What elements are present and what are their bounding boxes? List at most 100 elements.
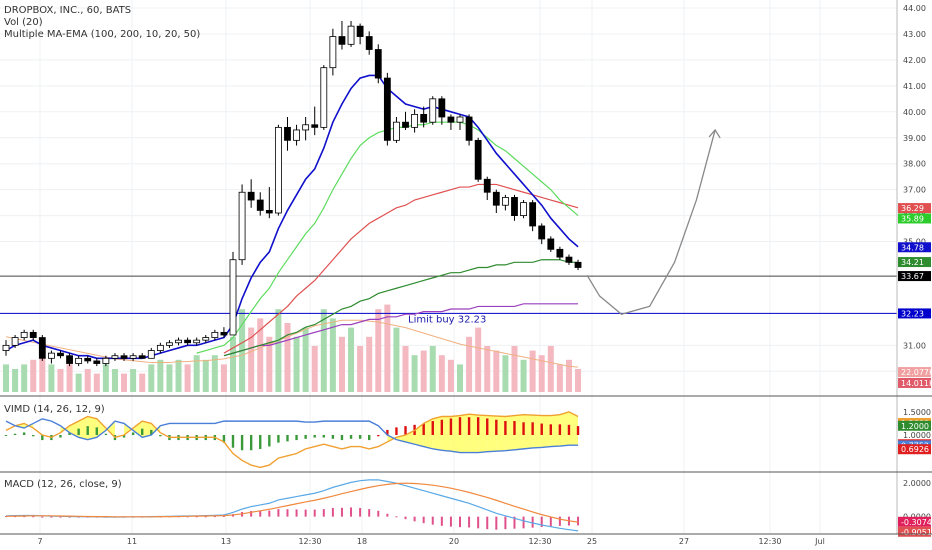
candle-up — [166, 342, 173, 346]
macd-hist-bar — [32, 516, 35, 518]
candle-up — [20, 331, 28, 338]
volume-bar — [438, 355, 445, 392]
symbol-legend: DROPBOX, INC., 60, BATS — [4, 5, 132, 16]
ma-purple-line — [223, 303, 579, 357]
candle-down — [447, 116, 455, 123]
vimd-fill — [124, 423, 134, 435]
vimd-hist-bar — [486, 418, 489, 435]
volume-bar — [547, 346, 554, 392]
volume-bar — [329, 318, 336, 392]
macd-hist-bar — [513, 516, 516, 529]
vimd-hist-bar — [567, 424, 571, 435]
hline-layer — [0, 275, 897, 314]
volume-bar — [93, 373, 100, 392]
macd-hist-bar — [377, 510, 380, 517]
vimd-fill — [78, 416, 88, 440]
candle-up — [411, 113, 419, 128]
vimd-hist-bar — [41, 435, 44, 441]
vimd-hist-bar — [513, 421, 516, 435]
volume-bar — [21, 364, 28, 392]
vimd-fill — [568, 411, 579, 446]
vimd-fill — [441, 416, 451, 452]
vimd-hist-bar — [576, 426, 580, 435]
vimd-hist-bar — [22, 432, 26, 435]
ma-red-line — [223, 183, 579, 354]
macd-badge — [898, 516, 931, 527]
vimd-hist-bar — [131, 432, 135, 435]
price-badge-label: 35.89 — [901, 214, 924, 223]
volume-bar — [257, 318, 264, 392]
vimd-fill — [423, 418, 433, 449]
volume-bar — [248, 327, 255, 392]
vimd-hist-bar — [386, 429, 389, 435]
vimd-fill — [396, 435, 406, 442]
macd-hist-bar — [540, 516, 543, 528]
macd-hist-bar — [468, 516, 471, 528]
macd-hist-bar — [522, 516, 525, 529]
vimd-hist-bar — [231, 435, 235, 448]
macd-hist-bar — [268, 510, 271, 517]
x-tick-label: Jul — [814, 537, 825, 546]
macd-hist-bar — [531, 516, 534, 528]
macd-hist-bar — [504, 516, 507, 530]
volume-bar — [466, 336, 473, 392]
vimd-hist-bar — [476, 417, 480, 435]
price-tick-label: 43.00 — [903, 30, 926, 39]
macd-hist-bar — [68, 516, 71, 518]
vimd-blue-line — [5, 418, 579, 454]
volume-bar — [357, 346, 364, 392]
vimd-fill — [496, 416, 506, 452]
candle-up — [11, 337, 19, 346]
vimd-hist-bar — [68, 432, 71, 435]
price-tick-label: 31.00 — [903, 341, 926, 350]
volume-bar — [39, 355, 46, 392]
vimd-hist-bar — [32, 435, 35, 437]
vimd-hist-bar — [467, 417, 471, 435]
candle-down — [38, 337, 46, 359]
candle-down — [265, 210, 273, 214]
candle-down — [529, 202, 537, 227]
candle-down — [93, 360, 101, 364]
vimd-hist-bar — [449, 418, 453, 435]
volume-bar — [111, 369, 118, 392]
candle-up — [129, 355, 137, 359]
volume-bar — [520, 359, 527, 392]
volume-bar — [493, 350, 500, 392]
volume-bar — [475, 327, 482, 392]
volume-bar — [320, 309, 327, 392]
macd-hist-bar — [350, 507, 353, 517]
vimd-badge — [898, 444, 931, 455]
vimd-hist-bar — [431, 421, 434, 435]
candle-up — [111, 355, 119, 359]
macd-badge — [898, 526, 931, 537]
candle-down — [565, 256, 573, 263]
macd-hist-bar — [359, 507, 362, 517]
vimd-fill — [487, 415, 497, 452]
macd-hist-bar — [440, 516, 443, 526]
volume-bar — [393, 327, 400, 392]
macd-layer — [5, 479, 580, 532]
macd-hist-bar — [295, 509, 298, 517]
annot-layer: Limit buy 32.23 — [408, 128, 721, 325]
candle-down — [84, 357, 92, 362]
vimd-fill — [469, 414, 479, 453]
signal-line — [5, 482, 579, 523]
price-badge-label: 34.78 — [901, 243, 924, 252]
separator-layer — [0, 395, 932, 535]
vimd-hist-bar — [77, 428, 80, 435]
volume-bar — [293, 336, 300, 392]
candle-up — [429, 98, 437, 123]
price-badge — [898, 203, 931, 214]
candle-up — [238, 191, 246, 261]
vimd-hist-bar — [340, 435, 344, 441]
volume-bar — [30, 359, 37, 392]
vimd-fill — [432, 416, 442, 451]
vimd-hist-bar — [322, 435, 325, 438]
macd-hist-bar — [277, 509, 280, 517]
volume-bar — [184, 364, 191, 392]
macd-hist-bar — [5, 516, 7, 518]
vimd-hist-bar — [531, 422, 534, 435]
price-tick-label: 37.00 — [903, 186, 926, 195]
